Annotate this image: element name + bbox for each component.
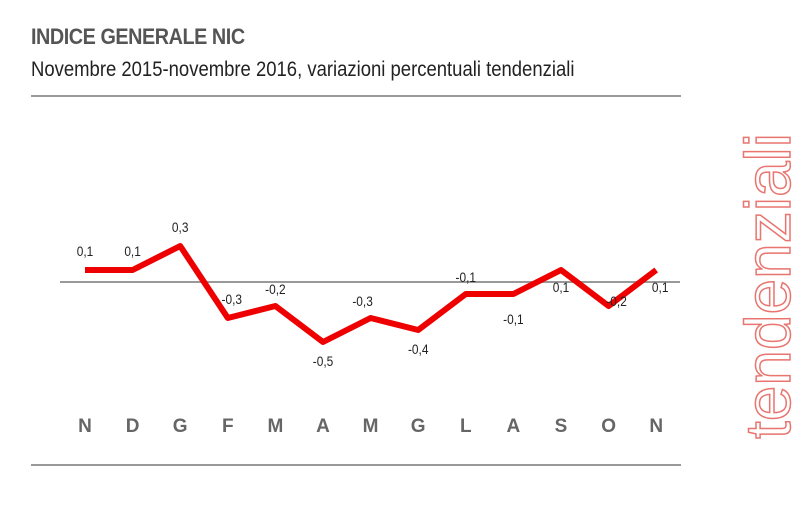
x-tick-label: F (222, 416, 234, 437)
x-tick-label: A (507, 416, 521, 437)
data-label: -0,3 (222, 291, 242, 307)
x-tick-label: N (78, 416, 92, 437)
x-tick-label: G (173, 416, 188, 437)
data-label: -0,1 (456, 269, 476, 285)
x-tick-label: A (316, 416, 330, 437)
x-tick-label: O (601, 416, 616, 437)
data-label: -0,4 (408, 341, 428, 357)
x-tick-label: N (649, 416, 663, 437)
data-label: 0,1 (77, 243, 94, 259)
data-label: 0,3 (172, 219, 189, 235)
data-label: 0,1 (553, 279, 570, 295)
bottom-divider (31, 464, 681, 466)
x-tick-label: M (267, 416, 283, 437)
data-label: 0,1 (652, 279, 669, 295)
data-label: -0,2 (265, 281, 285, 297)
top-divider (31, 95, 681, 97)
x-tick-label: L (460, 416, 472, 437)
data-label: -0,3 (352, 293, 372, 309)
data-label: -0,2 (606, 293, 626, 309)
x-tick-label: G (411, 416, 426, 437)
chart-title: INDICE GENERALE NIC (31, 24, 245, 49)
data-label: -0,5 (313, 353, 333, 369)
chart-subtitle: Novembre 2015-novembre 2016, variazioni … (31, 58, 575, 81)
x-tick-label: S (555, 416, 568, 437)
series-line (85, 243, 659, 345)
x-tick-label: M (363, 416, 379, 437)
data-label: -0,1 (503, 311, 523, 327)
data-label: 0,1 (124, 243, 141, 259)
x-tick-label: D (126, 416, 140, 437)
